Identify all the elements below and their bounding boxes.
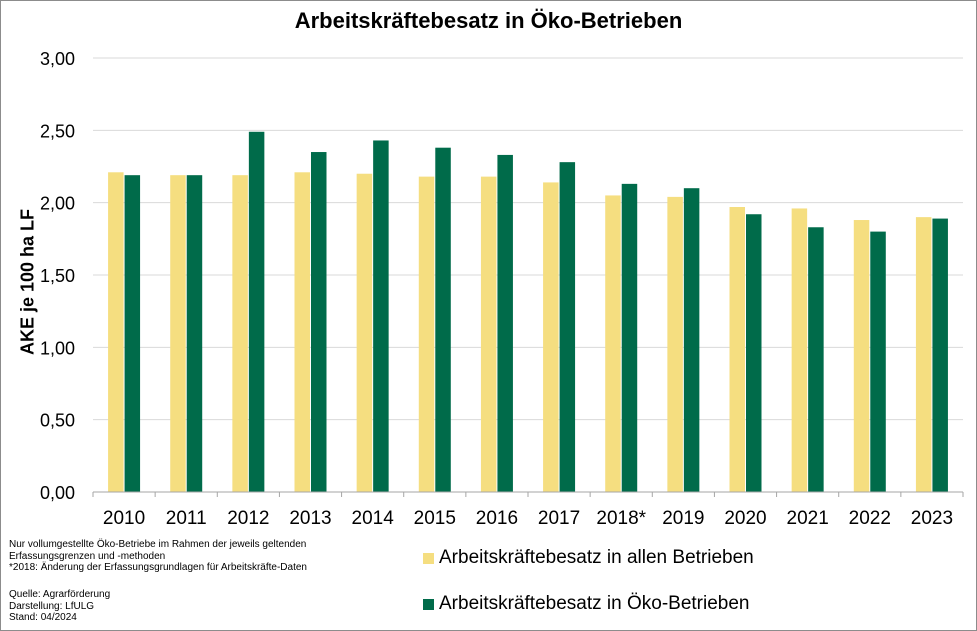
footnote-line: Erfassungsgrenzen und -methoden (9, 550, 166, 562)
x-tick-label: 2013 (289, 508, 331, 529)
y-tick-label: 0,50 (40, 411, 75, 431)
bar-all-farms (480, 176, 497, 493)
footnote-line: Nur vollumgestellte Öko-Betriebe im Rahm… (9, 539, 307, 550)
bar-all-farms (543, 182, 559, 492)
x-tick-label: 2022 (849, 508, 891, 529)
bar-organic-farms (808, 227, 824, 492)
y-tick-label: 0,00 (40, 483, 75, 503)
x-tick-label: 2019 (662, 508, 704, 529)
bar-all-farms (605, 195, 621, 492)
legend-label-all-farms: Arbeitskräftebesatz in allen Betrieben (439, 547, 754, 568)
bar-all-farms (915, 217, 932, 492)
x-tick-label: 2020 (724, 508, 766, 529)
bar-organic-farms (497, 154, 513, 492)
y-tick-label: 2,00 (40, 194, 75, 214)
source-line: Quelle: Agrarförderung (9, 589, 111, 600)
bar-all-farms (108, 172, 124, 492)
x-tick-label: 2021 (787, 508, 829, 529)
bar-organic-farms (621, 183, 638, 493)
bar-organic-farms (559, 162, 576, 492)
bar-all-farms (356, 173, 373, 492)
footnote-line: *2018: Änderung der Erfassungsgrundlagen… (9, 562, 307, 573)
bar-organic-farms (186, 175, 203, 492)
y-tick-label: 3,00 (40, 49, 75, 69)
bar-organic-farms (124, 175, 141, 492)
bar-all-farms (170, 175, 186, 492)
source-line: Darstellung: LfULG (9, 600, 95, 612)
legend-label-organic-farms: Arbeitskräftebesatz in Öko-Betrieben (439, 593, 750, 614)
y-tick-label: 1,00 (40, 338, 75, 358)
footnotes: Nur vollumgestellte Öko-Betriebe im Rahm… (9, 539, 307, 574)
x-tick-label: 2015 (414, 508, 456, 529)
bar-organic-farms (870, 231, 886, 492)
bar-all-farms (418, 176, 435, 493)
bar-all-farms (791, 208, 808, 492)
x-tick-label: 2023 (911, 508, 953, 529)
bar-all-farms (853, 220, 870, 492)
x-tick-label: 2014 (352, 508, 395, 529)
x-tick-label: 2016 (476, 508, 518, 529)
legend-swatch-all-farms (423, 552, 434, 564)
bar-organic-farms (435, 147, 451, 492)
bar-all-farms (729, 207, 745, 493)
x-tick-label: 2018* (596, 508, 646, 529)
x-tick-label: 2011 (166, 508, 207, 529)
bar-organic-farms (311, 152, 327, 493)
chart-title: Arbeitskräftebesatz in Öko-Betrieben (294, 8, 683, 33)
legend-swatch-organic-farms (423, 598, 434, 610)
legend-item-all-farms: Arbeitskräftebesatz in allen Betrieben (423, 546, 754, 570)
bar-all-farms (294, 172, 310, 492)
x-tick-label: 2012 (227, 508, 269, 529)
bar-organic-farms (932, 218, 948, 492)
y-tick-label: 2,50 (40, 121, 75, 141)
bar-organic-farms (746, 214, 762, 493)
legend-item-organic-farms: Arbeitskräftebesatz in Öko-Betrieben (423, 592, 750, 616)
x-tick-label: 2017 (538, 508, 580, 529)
y-tick-label: 1,50 (40, 266, 75, 286)
source-info: Quelle: Agrarförderung Darstellung: LfUL… (9, 589, 110, 624)
source-line: Stand: 04/2024 (9, 612, 77, 623)
bar-all-farms (667, 196, 683, 492)
bar-organic-farms (248, 131, 265, 492)
bar-all-farms (232, 175, 248, 492)
bar-organic-farms (373, 140, 389, 492)
x-tick-label: 2010 (103, 508, 145, 529)
bar-organic-farms (683, 188, 700, 492)
